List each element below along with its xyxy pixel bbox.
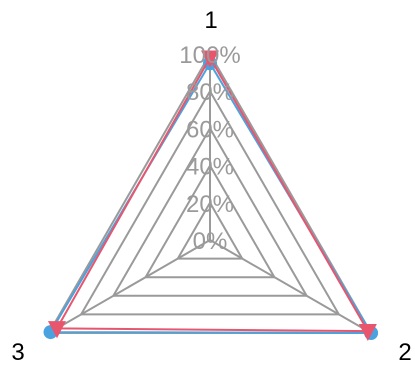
tick-label-0: 0% (193, 228, 228, 255)
axis-label-3: 3 (11, 339, 24, 365)
tick-label-3: 60% (186, 116, 234, 143)
series-2-line (55, 55, 370, 333)
series-2-point-1 (201, 50, 219, 68)
grid-ring-4 (79, 89, 341, 316)
radar-tick-labels: 0% 20% 40% 60% 80% 100% (179, 42, 240, 255)
radar-axis-labels: 1 2 3 (11, 7, 411, 365)
spoke-2 (209, 239, 372, 334)
grid-ring-1 (176, 200, 244, 260)
tick-label-1: 20% (186, 191, 234, 218)
series-2-point-3 (47, 321, 66, 339)
axis-label-2: 2 (398, 339, 411, 365)
tick-label-2: 40% (186, 154, 234, 181)
series-2-point-2 (358, 323, 377, 342)
axis-label-1: 1 (204, 7, 217, 34)
tick-label-4: 80% (186, 79, 234, 106)
grid-ring-2 (143, 163, 277, 279)
tick-label-5: 100% (179, 42, 240, 69)
radar-series (43, 50, 379, 342)
spoke-3 (48, 239, 211, 334)
grid-ring-3 (111, 126, 309, 297)
